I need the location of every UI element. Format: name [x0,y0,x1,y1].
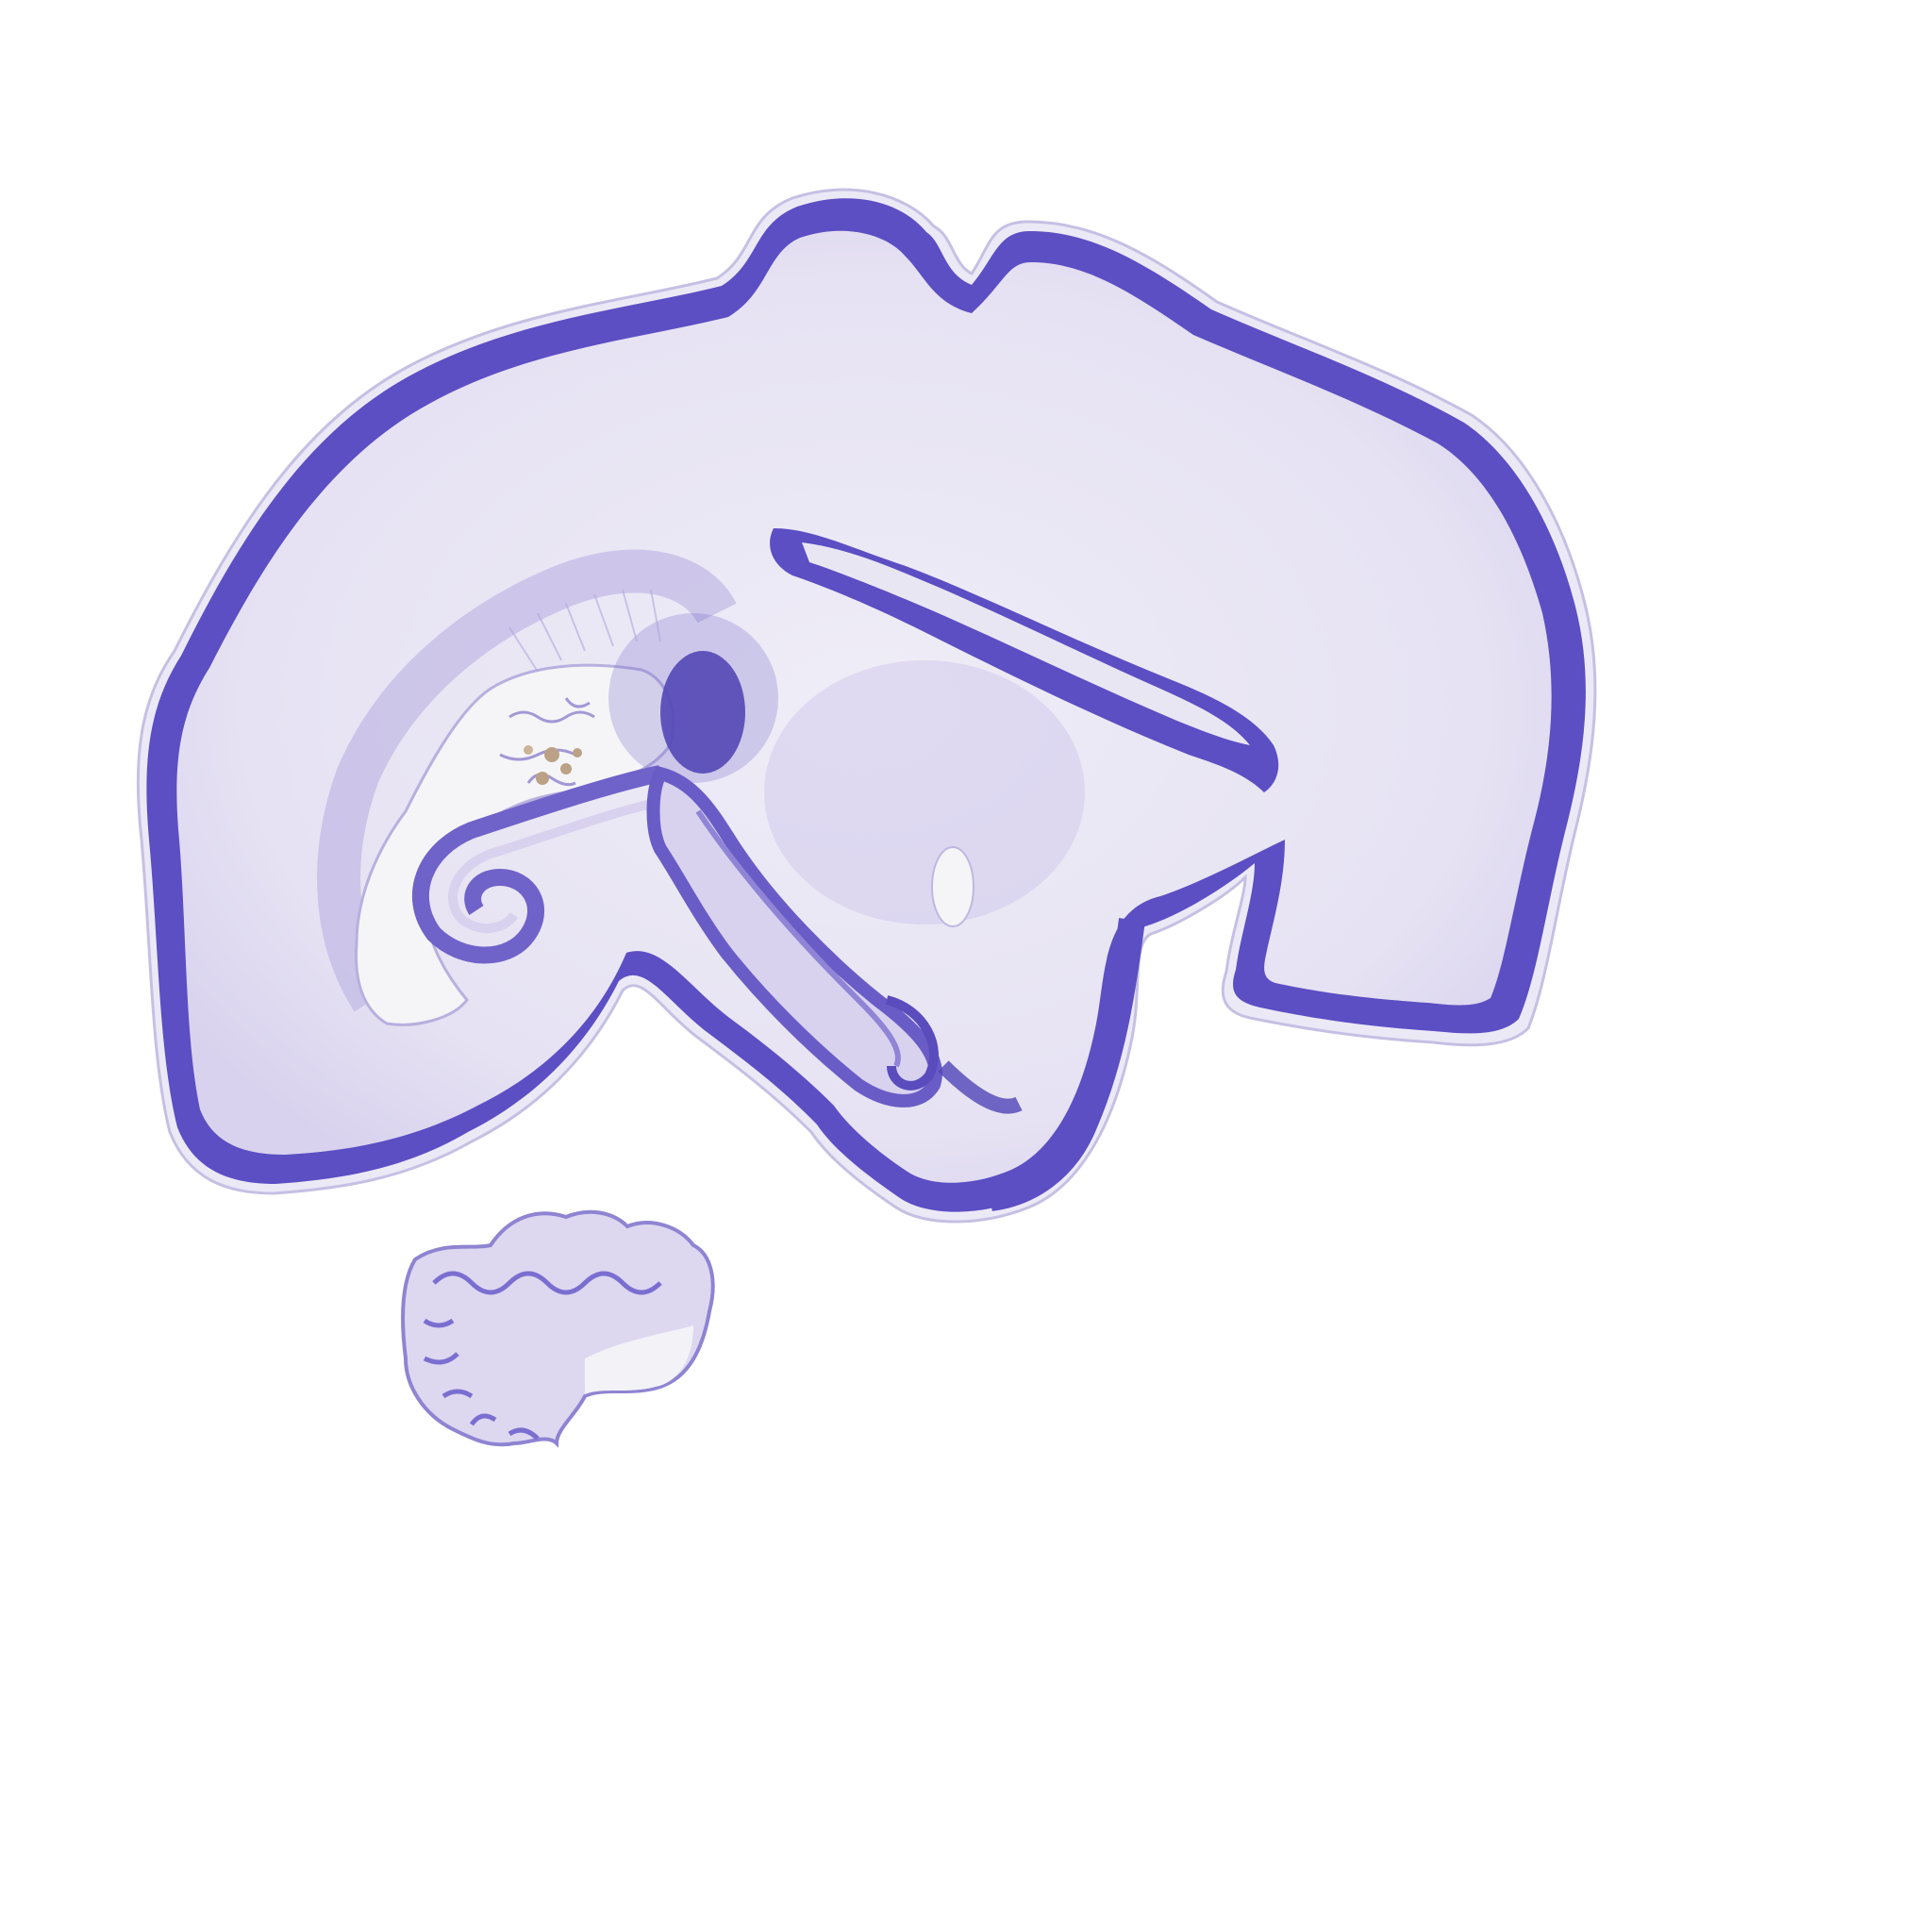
radial-striations [508,589,661,673]
choroid-plexus [499,697,595,787]
small-cavity [931,846,974,927]
temporal-lobe-cortex [988,918,1145,1211]
dark-nucleus-halo [608,613,778,783]
dentate-curl [885,995,939,1091]
hippocampus-curl [411,765,662,964]
subventricular-zone [317,549,737,1012]
cerebellum-fragment [401,1209,715,1448]
dark-nucleus [660,651,745,774]
temporal-gyrus-dark [938,1060,1023,1114]
basal-ganglia-region [764,660,1085,924]
